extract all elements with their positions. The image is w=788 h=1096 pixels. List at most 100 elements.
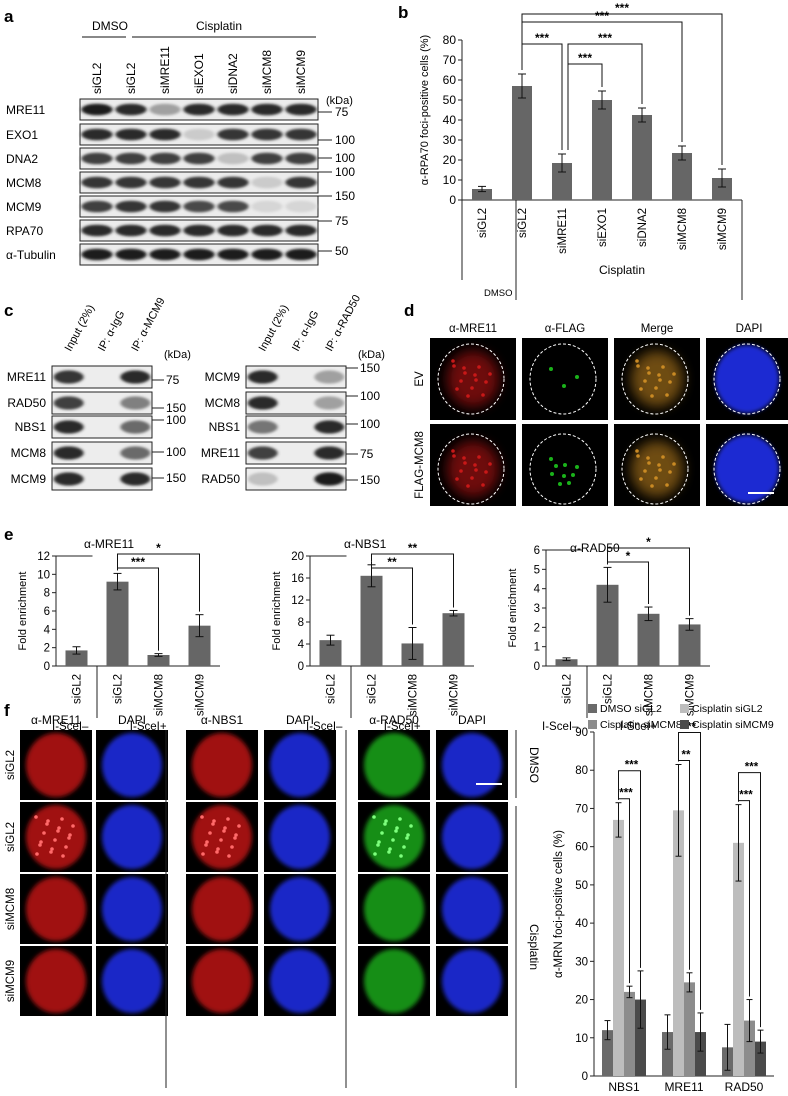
band xyxy=(217,152,249,165)
group-label: I-SceI– xyxy=(542,721,579,733)
significance-mark: ** xyxy=(408,541,418,555)
legend-label: DMSO siGL2 xyxy=(600,703,662,715)
focus xyxy=(451,449,455,453)
significance-mark: * xyxy=(156,541,161,555)
band xyxy=(183,128,215,141)
significance-mark: * xyxy=(646,535,651,549)
blot-strip xyxy=(245,467,347,491)
focus xyxy=(481,483,485,487)
band xyxy=(115,128,147,141)
chart-b-group-cisplatin: Cisplatin xyxy=(599,263,645,277)
focus xyxy=(554,464,558,468)
focus xyxy=(562,384,566,388)
y-tick-label: 8 xyxy=(298,617,304,629)
focus xyxy=(562,474,566,478)
column-header: DAPI xyxy=(286,713,314,727)
focus xyxy=(459,469,463,473)
column-header: α-NBS1 xyxy=(201,713,244,727)
bar xyxy=(755,1041,766,1076)
y-tick-label: 4 xyxy=(44,624,51,636)
focus xyxy=(387,850,391,854)
focus xyxy=(49,850,53,854)
chart-title: α-NBS1 xyxy=(344,537,387,551)
band xyxy=(115,103,147,116)
band xyxy=(120,446,151,460)
significance-mark: *** xyxy=(739,790,753,802)
nucleus-outline xyxy=(437,343,505,415)
focus xyxy=(391,838,395,842)
legend-swatch xyxy=(680,720,689,729)
category-label: siMCM9 xyxy=(195,674,207,716)
kda-header: (kDa) xyxy=(358,349,385,361)
kda-header: (kDa) xyxy=(326,95,353,107)
legend-label: Cisplatin siMCM8 xyxy=(600,719,682,731)
blot-name: MCM9 xyxy=(205,370,241,384)
focus xyxy=(46,819,50,823)
band xyxy=(247,396,278,410)
lane-label: siMCM9 xyxy=(294,50,308,94)
focus xyxy=(484,470,488,474)
band xyxy=(314,396,345,410)
band xyxy=(183,200,215,213)
column-header: DAPI xyxy=(118,713,146,727)
significance-bracket xyxy=(371,561,413,625)
bar xyxy=(684,982,695,1076)
marker-kda: 75 xyxy=(360,447,374,461)
focus xyxy=(200,815,204,819)
legend: DMSO siGL2 Cisplatin siGL2 Cisplatin siMCM… xyxy=(588,703,774,731)
blot-strip xyxy=(245,441,347,465)
focus xyxy=(488,372,492,376)
focus xyxy=(38,843,42,847)
blot-name: MRE11 xyxy=(6,103,45,117)
marker-kda: 100 xyxy=(335,133,355,147)
blot-strip xyxy=(51,441,153,465)
band xyxy=(247,370,278,384)
band xyxy=(285,200,317,213)
focus xyxy=(399,854,403,858)
group-label: I-SceI+ xyxy=(620,721,657,733)
focus xyxy=(575,375,579,379)
marker-kda: 50 xyxy=(335,244,349,258)
band xyxy=(251,128,283,141)
band xyxy=(53,472,84,486)
y-tick-label: 0 xyxy=(582,1071,588,1083)
nucleus xyxy=(364,949,424,1013)
focus xyxy=(550,472,554,476)
bar xyxy=(512,86,532,200)
y-tick-label: 30 xyxy=(575,956,588,968)
lane-label: IP: α-RAD50 xyxy=(323,293,363,353)
focus xyxy=(409,824,413,828)
focus xyxy=(463,461,467,465)
blot-strip xyxy=(51,415,153,439)
y-tick-label: 60 xyxy=(443,73,457,87)
y-tick-label: 10 xyxy=(37,569,50,581)
focus xyxy=(227,854,231,858)
blot-name: NBS1 xyxy=(209,420,241,434)
category-label: siGL2 xyxy=(113,674,125,704)
nucleus xyxy=(270,733,330,797)
focus xyxy=(463,371,467,375)
band xyxy=(247,420,278,434)
focus xyxy=(654,476,658,480)
focus xyxy=(657,373,661,377)
band xyxy=(81,224,113,237)
column-header: α-MRE11 xyxy=(31,713,81,727)
blot-name: RAD50 xyxy=(7,396,46,410)
focus xyxy=(668,470,672,474)
focus xyxy=(639,477,643,481)
lane-label: siEXO1 xyxy=(192,53,206,94)
bar xyxy=(624,991,635,1076)
focus xyxy=(672,372,676,376)
category-label: RAD50 xyxy=(725,1080,764,1094)
y-tick-label: 10 xyxy=(575,1033,588,1045)
focus xyxy=(383,822,387,826)
band xyxy=(183,176,215,189)
panel-a-western-blot: DMSO Cisplatin (kDa) siGL2 siGL2 siMRE11 si… xyxy=(6,19,355,266)
focus xyxy=(567,481,571,485)
y-tick-label: 12 xyxy=(291,595,304,607)
legend-swatch xyxy=(680,704,689,713)
bar xyxy=(65,650,88,666)
panel-letter-d: d xyxy=(404,301,414,320)
band xyxy=(217,128,249,141)
category-label: siGL2 xyxy=(562,674,574,704)
